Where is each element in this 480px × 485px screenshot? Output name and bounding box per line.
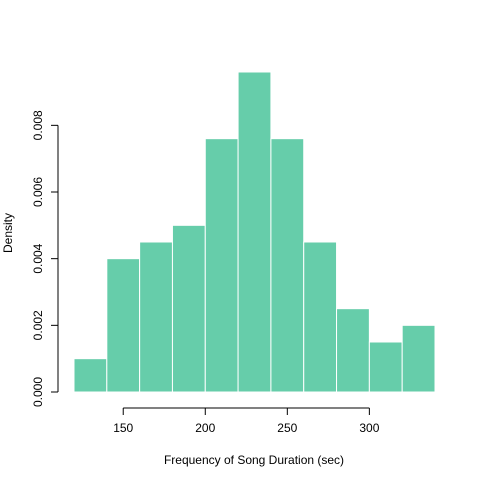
y-tick-label: 0.000 bbox=[31, 377, 45, 407]
histogram-bar bbox=[303, 241, 338, 393]
histogram-bar bbox=[368, 341, 403, 393]
x-tick-label: 150 bbox=[113, 421, 133, 435]
histogram-bar bbox=[237, 71, 272, 393]
bars-layer bbox=[73, 71, 436, 393]
histogram-bar bbox=[336, 308, 370, 393]
x-axis-title: Frequency of Song Duration (sec) bbox=[164, 453, 344, 467]
x-tick-label: 250 bbox=[277, 421, 297, 435]
histogram-bar bbox=[401, 324, 436, 393]
y-tick-label: 0.008 bbox=[31, 110, 45, 140]
x-axis: 150 200 250 300 bbox=[113, 407, 380, 435]
y-tick-label: 0.004 bbox=[31, 243, 45, 273]
histogram-bar bbox=[106, 258, 141, 393]
histogram-bar bbox=[139, 241, 173, 393]
histogram-bar bbox=[204, 138, 239, 393]
histogram-bar bbox=[73, 358, 108, 393]
x-tick-label: 300 bbox=[359, 421, 379, 435]
histogram-bar bbox=[171, 224, 206, 393]
histogram-bar bbox=[270, 138, 305, 393]
y-axis: 0.000 0.002 0.004 0.006 0.008 bbox=[31, 110, 59, 407]
y-tick-label: 0.002 bbox=[31, 310, 45, 340]
y-tick-label: 0.006 bbox=[31, 177, 45, 207]
y-axis-title: Density bbox=[1, 213, 15, 253]
x-tick-label: 200 bbox=[195, 421, 215, 435]
